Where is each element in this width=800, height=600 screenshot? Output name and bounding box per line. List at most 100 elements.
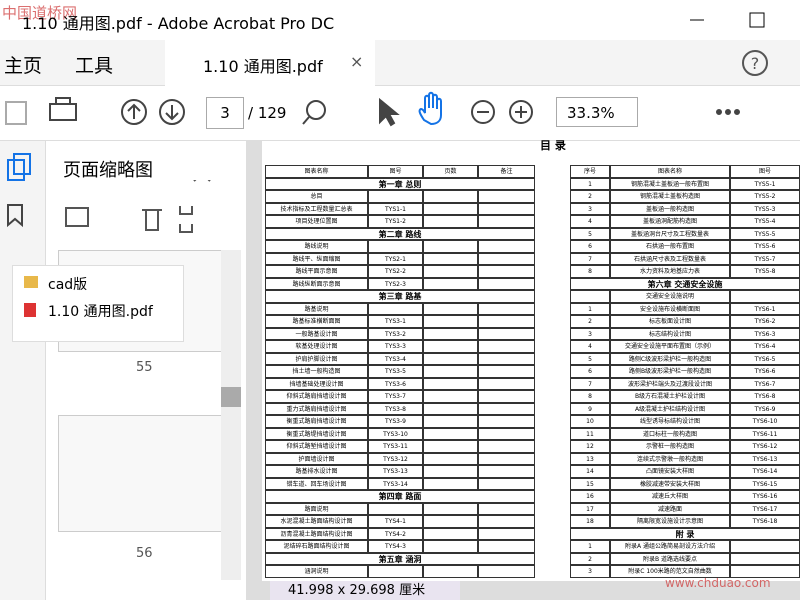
table-cell (423, 215, 478, 228)
table-cell: 护面墙设计图 (265, 452, 368, 465)
table-cell (478, 515, 535, 528)
table-cell: 石拱涵一般布置图 (610, 240, 730, 253)
table-cell: 重力式路肩挡墙设计图 (265, 402, 368, 415)
table-cell: TYS6-6 (730, 365, 800, 378)
table-cell: TYS6-2 (730, 315, 800, 328)
table-cell: 路基排水设计图 (265, 465, 368, 478)
table-cell: 3 (570, 327, 610, 340)
table-cell: TYS3-4 (368, 352, 423, 365)
table-cell (368, 502, 423, 515)
table-cell (478, 327, 535, 340)
doc-tab-title[interactable]: 1.10 通用图.pdf (203, 57, 323, 76)
tools-tab[interactable]: 工具 (75, 55, 114, 77)
window-title: 1.10 通用图.pdf - Adobe Acrobat Pro DC (22, 14, 335, 33)
table-cell (423, 465, 478, 478)
table-cell (423, 315, 478, 328)
table-cell: 路线纵断面示意图 (265, 277, 368, 290)
table-cell (423, 202, 478, 215)
table-cell (423, 390, 478, 403)
table-cell: 减速路面 (610, 502, 730, 515)
table-cell: TYS3-1 (368, 315, 423, 328)
table-cell (423, 302, 478, 315)
zoom-box[interactable]: 33.3% (556, 97, 638, 127)
table-cell: 泥结碎石路面结构设计图 (265, 540, 368, 553)
table-cell: 附录C 100米路的范文自然曲数 (610, 565, 730, 578)
table-cell (423, 277, 478, 290)
table-cell: 错车道、回车场设计图 (265, 477, 368, 490)
table-cell: TYS3-13 (368, 465, 423, 478)
table-cell: 凸面镜安装大样图 (610, 465, 730, 478)
table-cell: 7 (570, 252, 610, 265)
table-cell: 涵洞说明 (265, 565, 368, 578)
table-cell: 页数 (423, 165, 478, 178)
table-cell: TYS5-4 (730, 215, 800, 228)
table-cell: 9 (570, 402, 610, 415)
table-cell: 示警桩一般构造图 (610, 440, 730, 453)
table-cell (478, 452, 535, 465)
home-tab[interactable]: 主页 (4, 55, 43, 77)
table-cell (368, 190, 423, 203)
table-cell (478, 527, 535, 540)
table-cell (478, 352, 535, 365)
table-cell: 水泥混凝土路面结构设计图 (265, 515, 368, 528)
chapter-cell: 第二章 路线 (265, 227, 535, 240)
scrollbar[interactable] (221, 250, 241, 580)
table-cell: TYS6-3 (730, 327, 800, 340)
table-cell: 盖板涵洞台尺寸及工程数量表 (610, 227, 730, 240)
table-cell: 3 (570, 202, 610, 215)
watermark: www.chduao.com (665, 576, 771, 590)
thumbnail[interactable] (58, 415, 222, 532)
table-cell: 8 (570, 265, 610, 278)
table-cell (478, 502, 535, 515)
table-cell: 1 (570, 177, 610, 190)
table-cell (423, 252, 478, 265)
table-cell (423, 427, 478, 440)
window-controls[interactable] (680, 0, 800, 40)
table-cell (423, 377, 478, 390)
table-cell: 5 (570, 352, 610, 365)
sidebar-tools[interactable] (46, 180, 246, 240)
table-cell: 6 (570, 365, 610, 378)
doc-tab[interactable] (165, 40, 375, 86)
table-cell: 13 (570, 452, 610, 465)
table-cell: 隔离限宽设施设计示意图 (610, 515, 730, 528)
chapter-cell: 附 录 (570, 527, 800, 540)
table-cell (478, 402, 535, 415)
scroll-thumb[interactable] (221, 387, 241, 407)
table-cell (423, 190, 478, 203)
table-cell (423, 565, 478, 578)
table-cell: 钢筋混凝土盖板涵一般布置图 (610, 177, 730, 190)
help-icon[interactable]: ? (737, 44, 777, 84)
table-cell (423, 340, 478, 353)
page-input[interactable]: 3 (206, 97, 244, 129)
toolbar-icons[interactable] (0, 86, 800, 140)
table-cell (730, 565, 800, 578)
table-cell: 附录A 通组公路简易剖设方法介绍 (610, 540, 730, 553)
popup-item[interactable]: cad版 (48, 277, 88, 293)
table-cell: 水力资料及地基应力表 (610, 265, 730, 278)
tab-close[interactable]: × (350, 52, 364, 71)
table-cell (368, 565, 423, 578)
table-cell (478, 377, 535, 390)
nav-icons[interactable] (0, 150, 45, 270)
table-cell: 10 (570, 415, 610, 428)
table-cell: TYS1-1 (368, 202, 423, 215)
table-cell (478, 427, 535, 440)
table-cell (368, 240, 423, 253)
folder-icon (24, 276, 38, 288)
table-cell (478, 302, 535, 315)
table-cell (423, 515, 478, 528)
table-cell (478, 277, 535, 290)
table-cell: TYS5-6 (730, 240, 800, 253)
table-cell (423, 240, 478, 253)
page-size: 41.998 x 29.698 厘米 (270, 581, 460, 600)
table-cell: TYS2-2 (368, 265, 423, 278)
table-cell: 15 (570, 477, 610, 490)
table-cell: 2 (570, 190, 610, 203)
table-cell: TYS3-6 (368, 377, 423, 390)
table-cell: TYS6-9 (730, 402, 800, 415)
popup-item[interactable]: 1.10 通用图.pdf (48, 304, 153, 320)
thumb-label: 56 (136, 546, 153, 561)
table-cell: TYS2-1 (368, 252, 423, 265)
table-cell: TYS3-7 (368, 390, 423, 403)
